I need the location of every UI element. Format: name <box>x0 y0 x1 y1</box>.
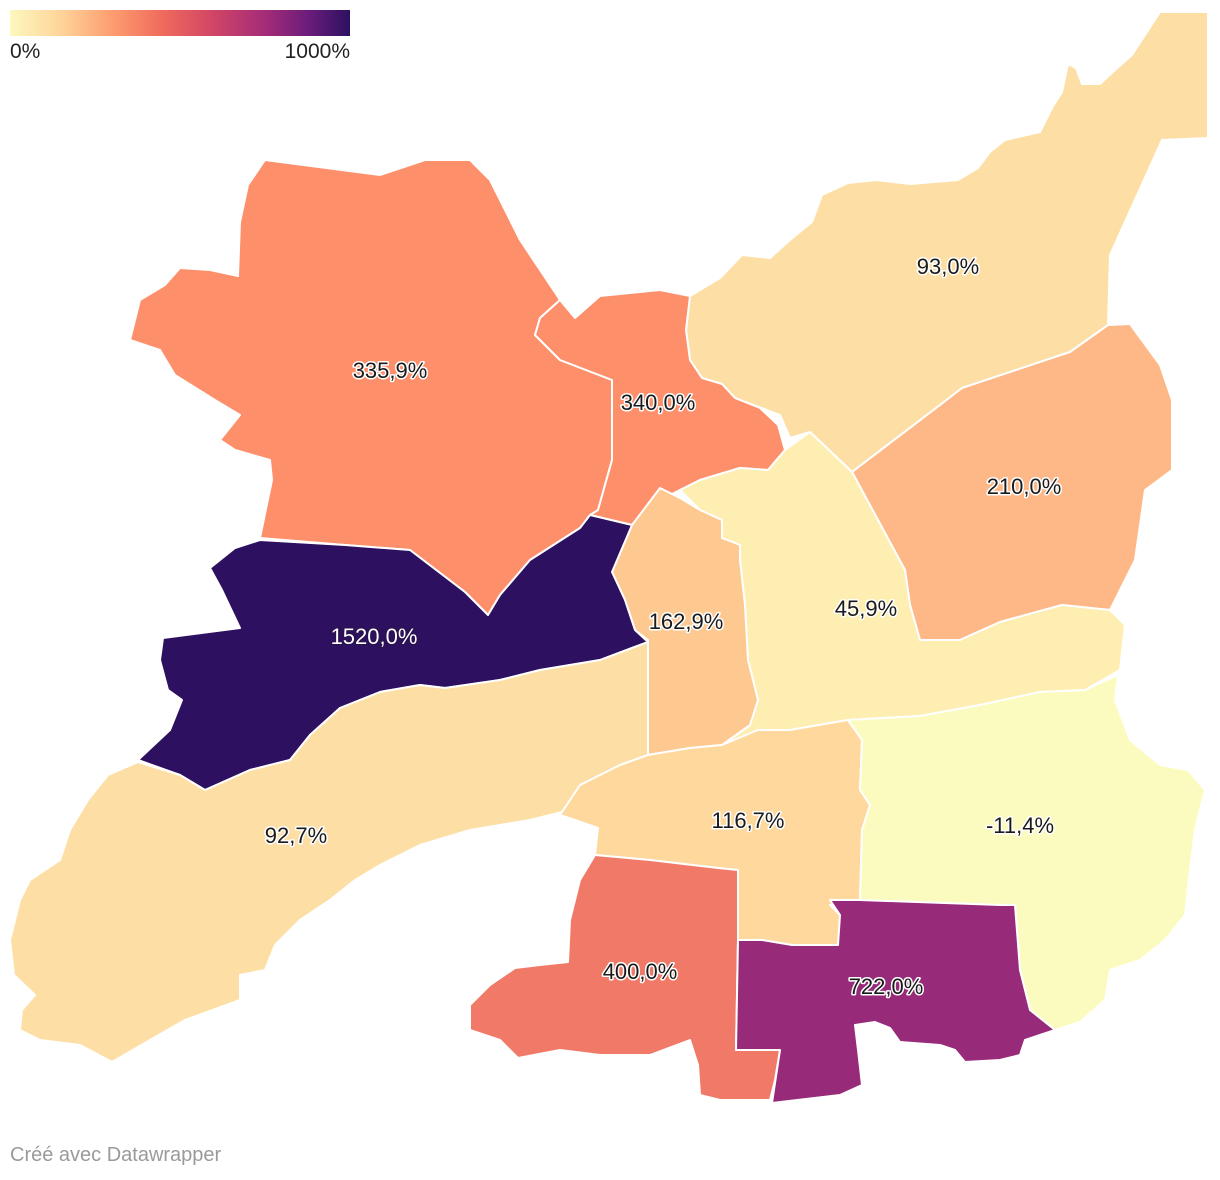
region-label-north-east: 93,0% <box>917 254 979 279</box>
credit-text: Créé avec Datawrapper <box>10 1144 222 1166</box>
region-label-south-west: 92,7% <box>265 823 327 848</box>
legend-gradient-bar <box>10 10 350 36</box>
region-label-center-west: 162,9% <box>649 609 724 634</box>
region-label-north-west: 335,9% <box>353 358 428 383</box>
region-label-south-center: 116,7% <box>712 808 785 833</box>
region-label-south-south-east: 722,0% <box>849 974 924 999</box>
region-south-east[interactable] <box>847 674 1206 1031</box>
region-label-east: 210,0% <box>987 474 1062 499</box>
region-south-west[interactable] <box>9 641 649 1063</box>
region-label-south: 400,0% <box>603 959 678 984</box>
region-label-north-center: 340,0% <box>621 390 696 415</box>
region-south-south-east[interactable] <box>735 899 1056 1104</box>
region-labels: 335,9% 340,0% 93,0% 210,0% 45,9% 162,9% 1520,0… <box>263 252 1063 1000</box>
region-label-west: 1520,0% <box>331 624 418 649</box>
legend-max-label: 1000% <box>284 40 350 63</box>
region-label-center: 45,9% <box>835 596 897 621</box>
region-label-south-east: -11,4% <box>986 813 1054 838</box>
color-legend: 0% 1000% <box>10 10 350 63</box>
legend-min-label: 0% <box>10 40 41 63</box>
